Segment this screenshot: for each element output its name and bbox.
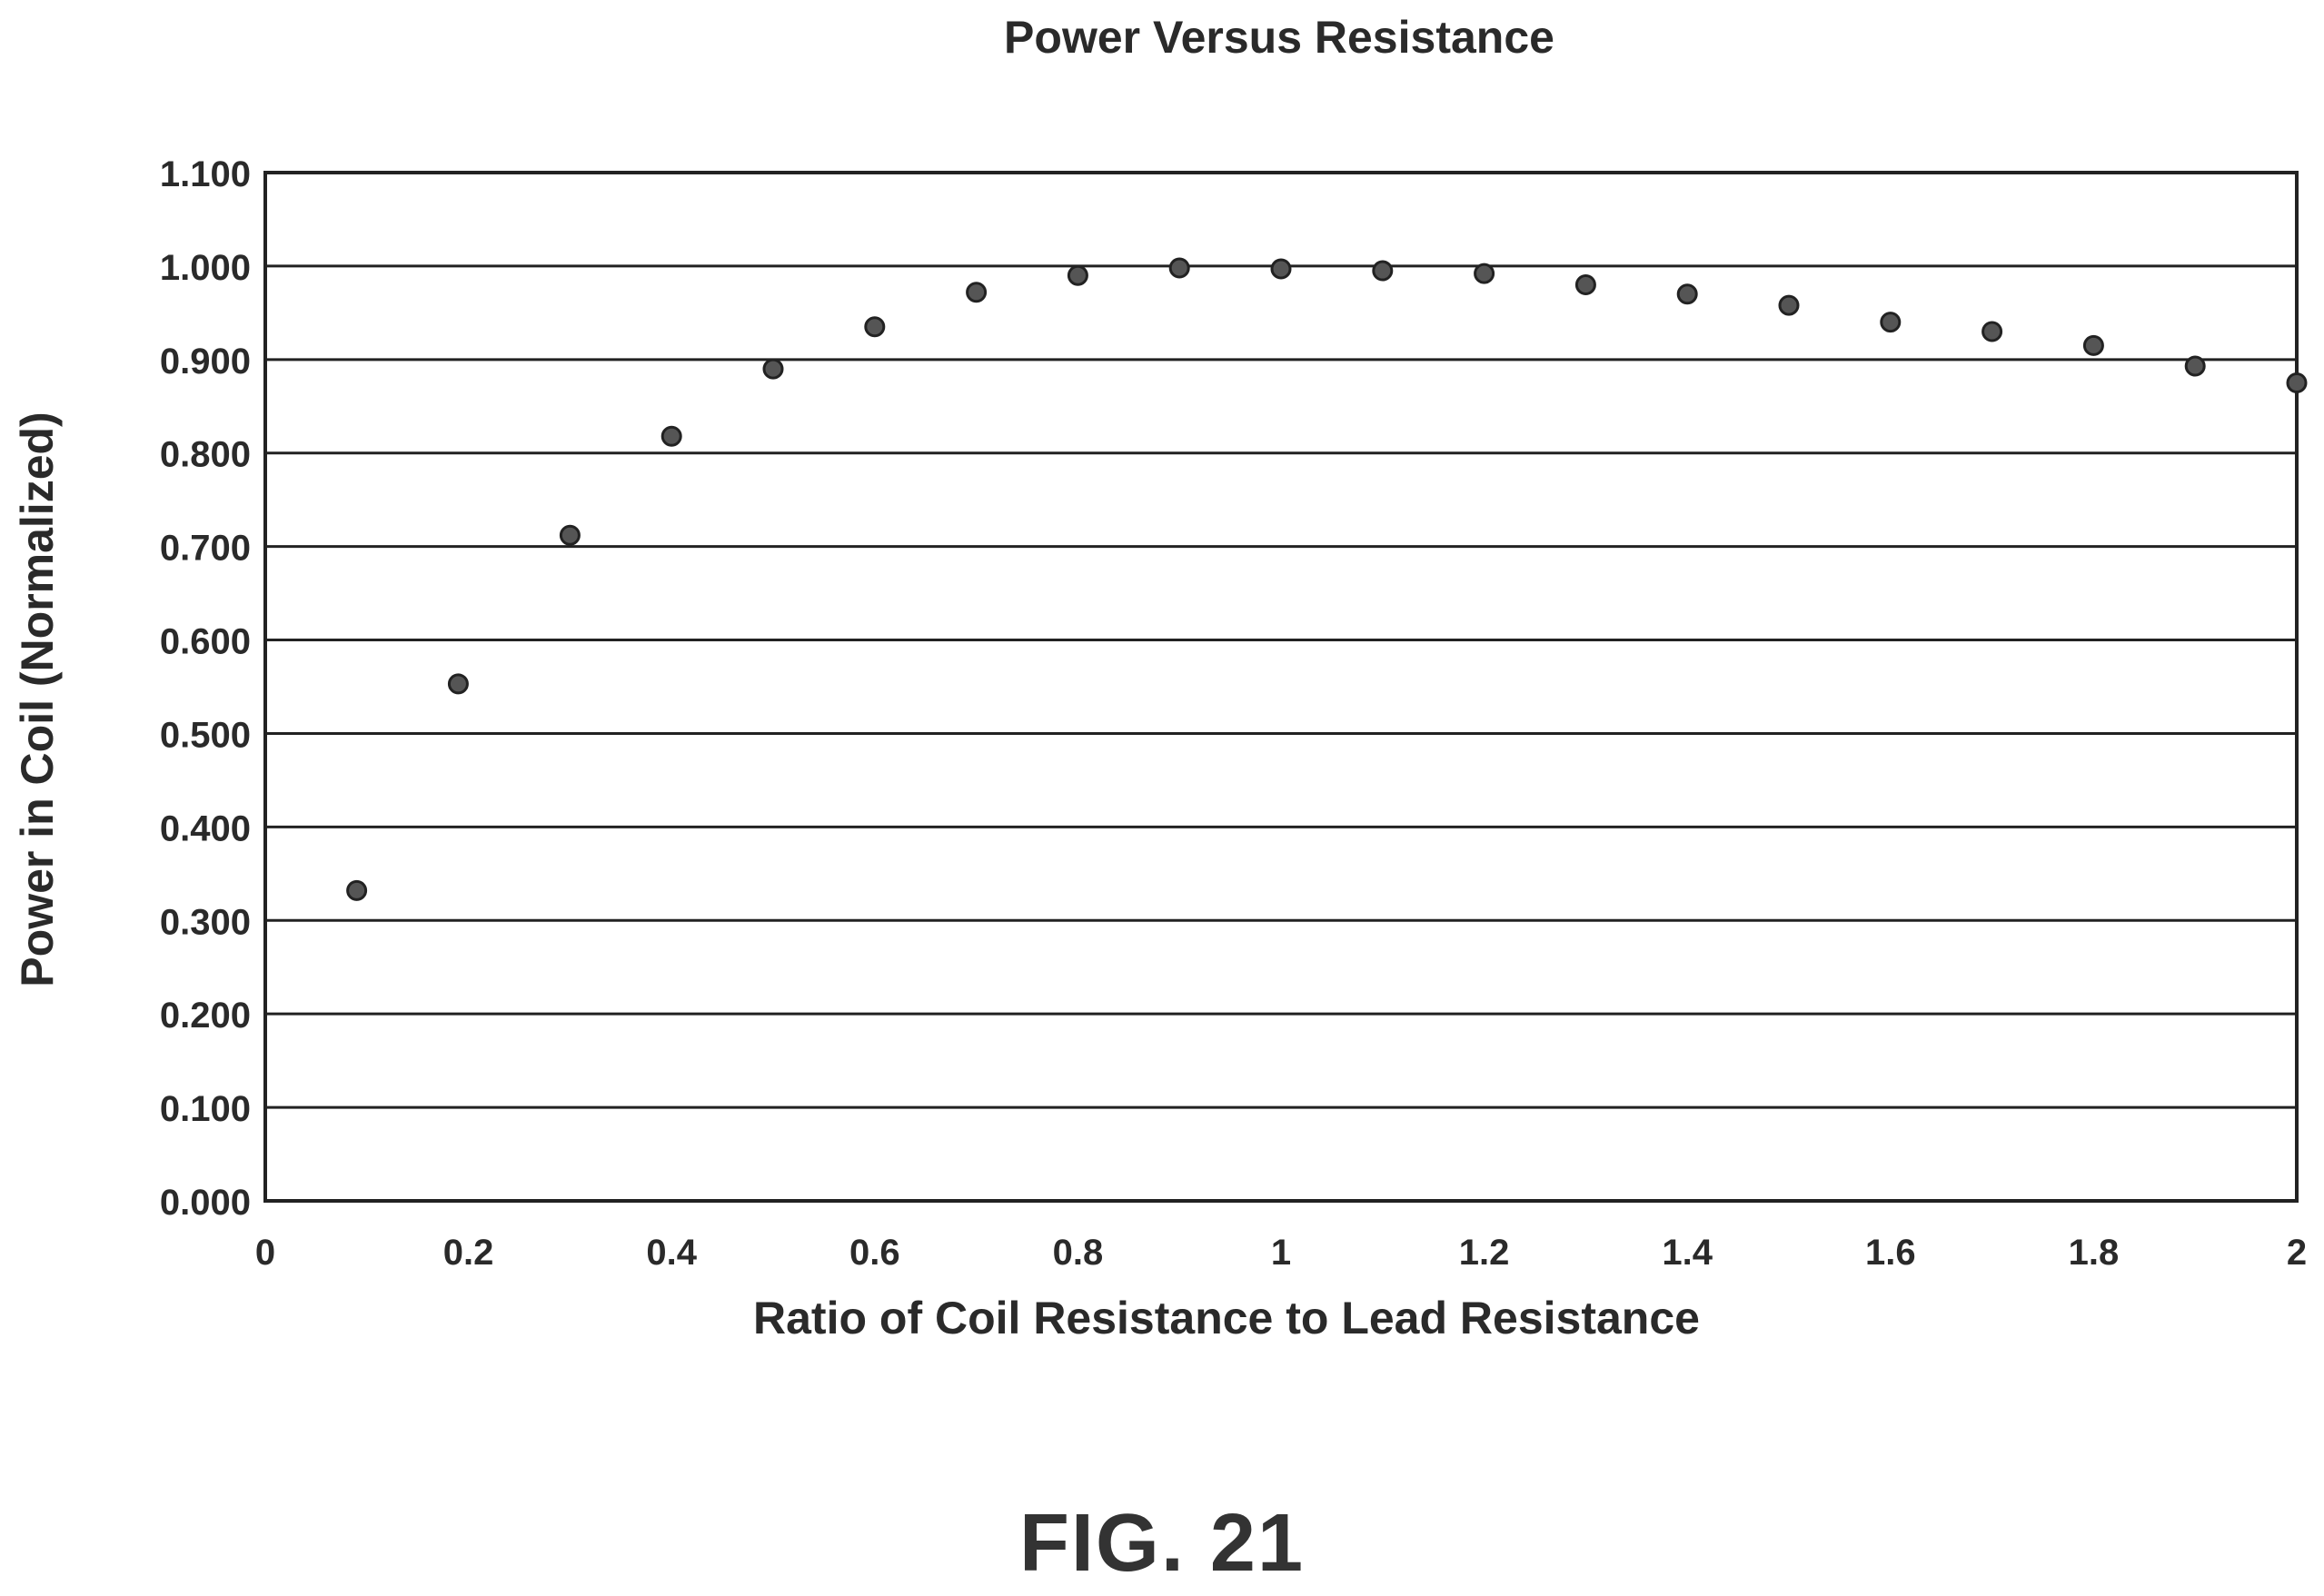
x-tick-label: 1	[1271, 1233, 1291, 1273]
data-point	[1574, 273, 1596, 295]
data-point	[2082, 334, 2104, 356]
x-tick-label: 0.4	[646, 1233, 697, 1273]
data-point	[1270, 258, 1292, 280]
chart-title: Power Versus Resistance	[1004, 12, 1554, 63]
data-point	[2184, 355, 2206, 377]
y-tick-label: 0.400	[160, 808, 251, 848]
x-tick-label: 1.8	[2069, 1233, 2120, 1273]
data-point	[1676, 283, 1698, 305]
data-point	[1981, 321, 2003, 342]
data-point	[1372, 260, 1394, 282]
y-tick-label: 0.100	[160, 1089, 251, 1129]
x-tick-label: 0.8	[1053, 1233, 1104, 1273]
plot-frame	[263, 171, 2299, 1203]
y-tick-label: 0.600	[160, 622, 251, 662]
y-tick-labels: 0.000 0.100 0.200 0.300 0.400 0.500 0.600 0.700…	[160, 154, 251, 1223]
data-point	[1474, 263, 1495, 284]
y-tick-label: 1.000	[160, 248, 251, 288]
x-tick-label: 1.6	[1865, 1233, 1916, 1273]
y-tick-label: 0.800	[160, 435, 251, 475]
y-tick-label: 0.200	[160, 996, 251, 1036]
data-point	[864, 316, 886, 338]
data-point	[1067, 264, 1088, 286]
data-point	[2286, 372, 2308, 394]
y-tick-label: 0.500	[160, 715, 251, 755]
x-tick-label: 2	[2287, 1233, 2307, 1273]
grid-lines	[265, 264, 2297, 1109]
data-point	[1778, 294, 1800, 316]
data-points	[346, 257, 2308, 901]
y-axis-label: Power in Coil (Normalized)	[12, 411, 63, 986]
data-point	[1880, 312, 1902, 333]
data-point	[660, 425, 682, 447]
y-tick-label: 0.300	[160, 902, 251, 942]
x-tick-label: 0.6	[849, 1233, 900, 1273]
x-tick-label: 1.2	[1459, 1233, 1510, 1273]
figure-label: FIG. 21	[1018, 1498, 1306, 1589]
x-tick-labels: 0 0.2 0.4 0.6 0.8 1 1.2 1.4 1.6 1.8 2	[255, 1233, 2307, 1273]
data-point	[559, 524, 581, 546]
y-tick-label: 0.900	[160, 342, 251, 382]
data-point	[966, 282, 988, 303]
x-axis-label: Ratio of Coil Resistance to Lead Resista…	[753, 1293, 1700, 1343]
y-tick-label: 0.000	[160, 1183, 251, 1223]
x-tick-label: 0.2	[443, 1233, 494, 1273]
data-point	[762, 358, 784, 380]
y-tick-label: 1.100	[160, 154, 251, 194]
y-tick-label: 0.700	[160, 529, 251, 569]
data-point	[346, 879, 368, 901]
x-tick-label: 0	[255, 1233, 275, 1273]
data-point	[447, 673, 469, 695]
x-tick-label: 1.4	[1662, 1233, 1713, 1273]
data-point	[1168, 257, 1190, 279]
